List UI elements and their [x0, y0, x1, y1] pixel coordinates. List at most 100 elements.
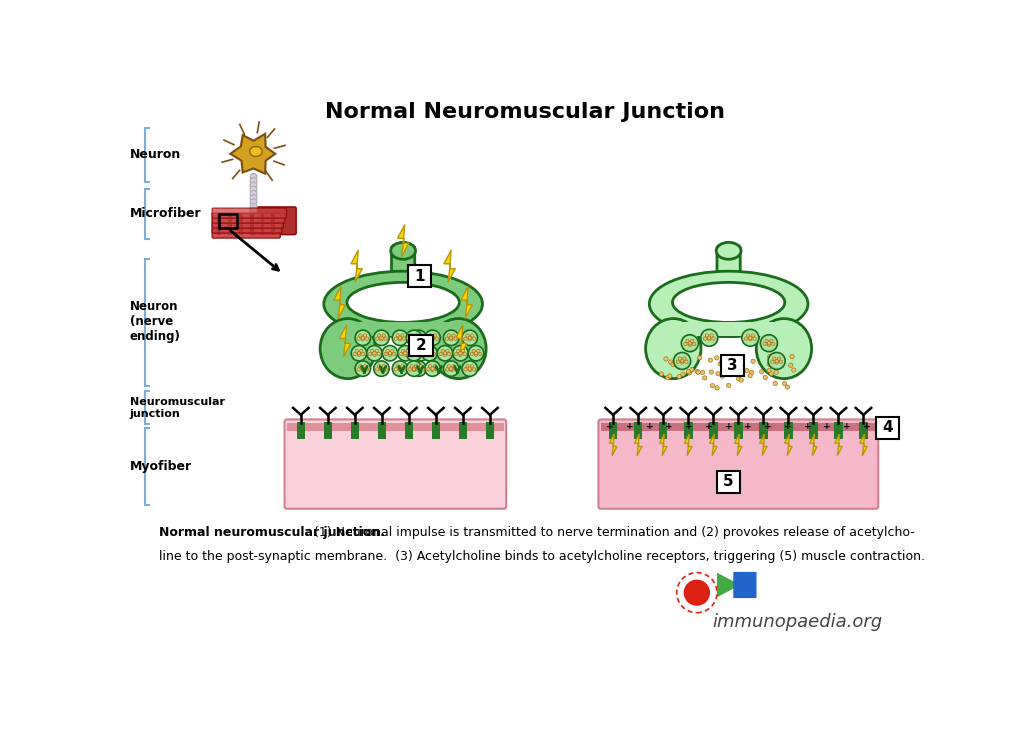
FancyBboxPatch shape [212, 223, 282, 233]
Bar [459, 422, 467, 439]
Polygon shape [659, 434, 667, 455]
Circle shape [683, 357, 686, 360]
Circle shape [411, 361, 426, 376]
Ellipse shape [431, 318, 486, 379]
Circle shape [392, 330, 408, 345]
Bar [260, 214, 264, 235]
Circle shape [382, 334, 385, 337]
Circle shape [415, 334, 418, 337]
Text: immunopaedia.org: immunopaedia.org [713, 613, 883, 631]
Circle shape [450, 367, 453, 370]
Circle shape [767, 369, 771, 373]
Circle shape [367, 345, 382, 361]
Circle shape [447, 365, 451, 368]
Circle shape [454, 337, 457, 340]
Circle shape [443, 361, 459, 376]
Circle shape [421, 337, 425, 340]
Bar [634, 422, 642, 439]
Circle shape [669, 360, 673, 364]
Circle shape [415, 349, 418, 353]
Circle shape [443, 353, 446, 357]
Polygon shape [717, 573, 740, 597]
Circle shape [421, 368, 425, 371]
Circle shape [397, 345, 414, 361]
Circle shape [769, 372, 773, 376]
Circle shape [730, 361, 734, 366]
Circle shape [386, 349, 389, 353]
Bar [835, 422, 843, 439]
Circle shape [739, 378, 743, 382]
Circle shape [702, 376, 707, 380]
Text: +: + [744, 422, 752, 431]
Circle shape [464, 368, 467, 371]
Circle shape [380, 338, 383, 341]
Circle shape [429, 365, 432, 368]
Ellipse shape [324, 271, 482, 336]
Circle shape [740, 362, 744, 366]
Circle shape [384, 337, 387, 340]
Circle shape [250, 182, 257, 189]
Circle shape [422, 349, 425, 353]
Circle shape [463, 352, 467, 356]
Circle shape [687, 371, 691, 375]
Circle shape [373, 351, 376, 355]
Circle shape [413, 351, 416, 355]
Circle shape [680, 360, 684, 363]
FancyBboxPatch shape [721, 355, 744, 376]
Circle shape [427, 368, 430, 371]
Text: +: + [685, 422, 693, 431]
Circle shape [415, 365, 418, 368]
Circle shape [720, 374, 724, 378]
Circle shape [720, 360, 724, 364]
Circle shape [422, 345, 437, 361]
Bar [709, 422, 718, 439]
Circle shape [431, 369, 434, 372]
Bar [404, 422, 413, 439]
Circle shape [428, 351, 431, 355]
Circle shape [770, 339, 773, 342]
Circle shape [250, 195, 257, 201]
Circle shape [403, 351, 408, 355]
Circle shape [376, 337, 379, 340]
FancyBboxPatch shape [733, 572, 757, 598]
Circle shape [678, 357, 682, 360]
Text: +: + [804, 422, 811, 431]
Circle shape [400, 334, 404, 337]
Circle shape [790, 354, 795, 359]
Circle shape [408, 352, 412, 356]
Circle shape [413, 336, 416, 339]
Circle shape [763, 375, 767, 380]
Circle shape [775, 361, 778, 364]
Text: Myofiber: Myofiber [130, 460, 191, 473]
Circle shape [715, 356, 719, 360]
FancyBboxPatch shape [408, 265, 431, 287]
Circle shape [408, 368, 412, 371]
Circle shape [748, 374, 753, 377]
Text: +: + [843, 422, 851, 431]
Circle shape [373, 353, 376, 357]
Circle shape [706, 334, 709, 337]
Text: +: + [764, 422, 772, 431]
Circle shape [355, 361, 371, 376]
Text: +: + [666, 422, 673, 431]
Circle shape [468, 336, 471, 339]
Ellipse shape [645, 318, 701, 379]
Circle shape [721, 360, 725, 364]
Circle shape [398, 338, 401, 341]
Circle shape [709, 370, 714, 374]
Circle shape [684, 342, 687, 346]
Ellipse shape [649, 271, 808, 336]
Text: Normal neuromuscular junction.: Normal neuromuscular junction. [159, 527, 385, 539]
Text: Neuron: Neuron [130, 148, 181, 161]
Circle shape [377, 352, 381, 356]
Text: +: + [606, 422, 613, 431]
Circle shape [751, 334, 755, 337]
Circle shape [445, 337, 449, 340]
Circle shape [746, 334, 750, 337]
Circle shape [361, 336, 365, 339]
Circle shape [410, 334, 414, 337]
Circle shape [730, 363, 734, 367]
Circle shape [401, 349, 404, 353]
Text: 4: 4 [883, 420, 893, 435]
Circle shape [356, 368, 360, 371]
